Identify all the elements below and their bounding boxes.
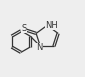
Text: NH: NH <box>45 21 58 29</box>
Text: N: N <box>36 43 43 52</box>
Text: S: S <box>21 24 26 33</box>
